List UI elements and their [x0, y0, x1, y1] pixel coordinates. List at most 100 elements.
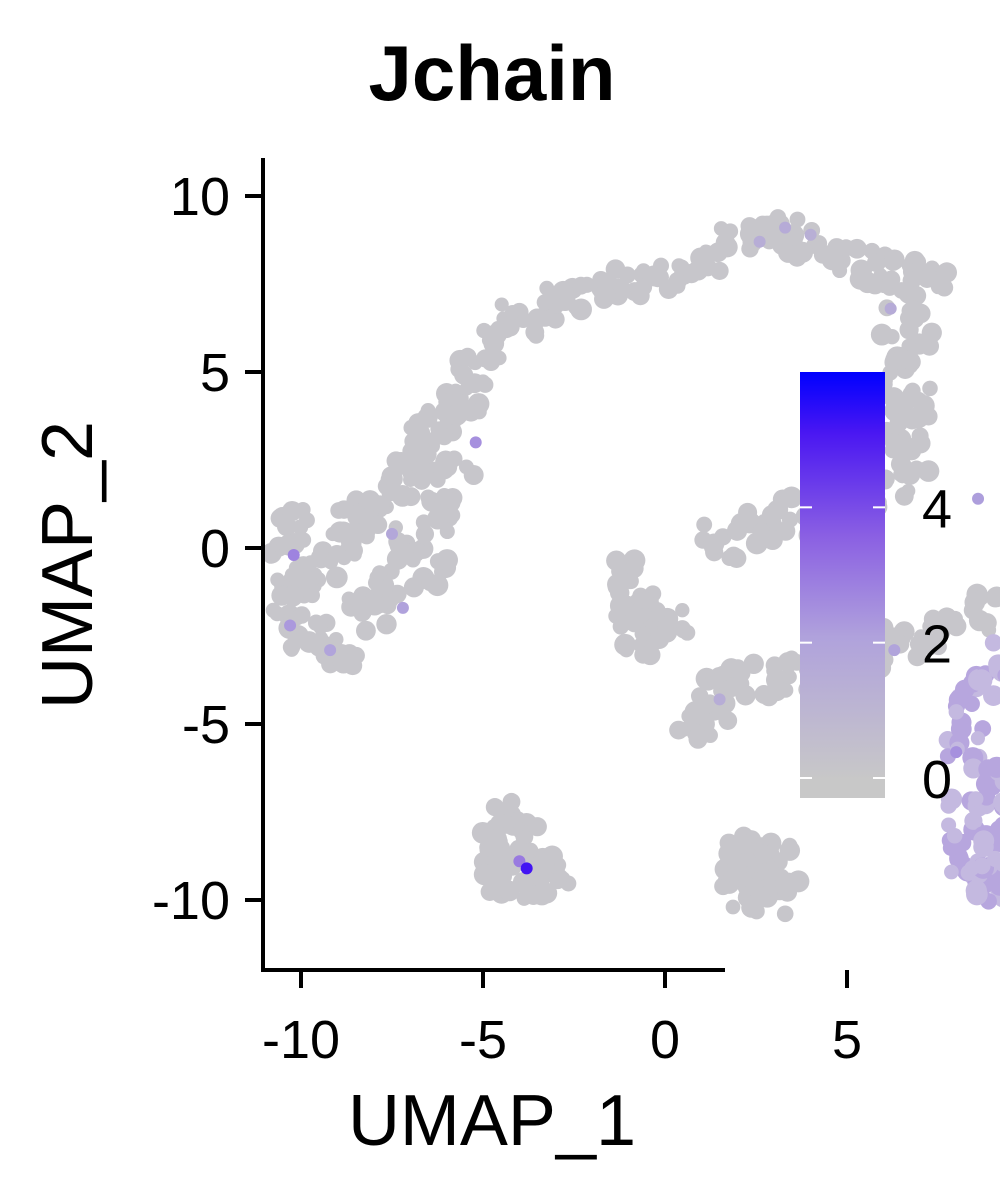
cell-point — [935, 278, 954, 297]
expressing-cell-point — [804, 228, 817, 241]
cell-point — [494, 297, 509, 312]
cell-point — [397, 460, 412, 475]
cell-point — [702, 727, 718, 744]
cell-point — [944, 864, 959, 880]
cell-point — [973, 857, 991, 875]
colorbar-tick-label: 2 — [922, 615, 952, 675]
cell-point — [997, 669, 1000, 682]
cell-point — [651, 268, 669, 286]
cell-point — [527, 817, 547, 837]
cell-point — [765, 679, 788, 702]
cell-point — [940, 788, 963, 810]
cell-point — [607, 578, 625, 596]
expressing-cell-point — [950, 746, 963, 759]
cell-point — [435, 427, 453, 446]
cell-point — [722, 223, 739, 240]
expressing-cell-point — [888, 644, 901, 657]
cell-point — [408, 413, 429, 434]
cell-point — [552, 869, 569, 885]
cell-point — [899, 349, 920, 370]
cell-point — [309, 638, 326, 654]
cell-point — [325, 566, 348, 589]
cell-point — [922, 380, 938, 397]
cell-point — [865, 275, 885, 295]
expressing-cell-point — [753, 235, 766, 248]
colorbar-gradient — [800, 372, 885, 780]
cell-point — [721, 677, 741, 698]
cell-point — [725, 899, 741, 915]
cell-point — [942, 839, 959, 856]
expressing-cell-point — [779, 221, 792, 234]
cell-point — [986, 590, 1000, 608]
cell-point — [639, 644, 661, 666]
cell-point — [902, 271, 922, 290]
cell-point — [491, 868, 508, 885]
cell-point — [681, 708, 697, 724]
cell-point — [993, 792, 1000, 813]
cluster-left-arm — [261, 270, 617, 676]
cell-point — [355, 620, 376, 641]
cell-point — [606, 550, 627, 571]
cell-point — [358, 528, 375, 545]
cell-point — [421, 573, 439, 592]
highlighted-cells — [284, 221, 985, 875]
cell-point — [295, 532, 312, 548]
cell-point — [761, 505, 782, 525]
cell-point — [964, 591, 986, 613]
colorbar: 0 2 4 — [800, 372, 952, 810]
cell-point — [884, 433, 903, 452]
cell-point — [637, 592, 654, 610]
cell-point — [427, 508, 449, 530]
x-tick-label: 5 — [832, 1010, 862, 1070]
expressing-cell-point — [287, 549, 300, 562]
expressing-cell-point — [469, 436, 482, 449]
cell-point — [549, 298, 565, 314]
cell-point — [911, 303, 931, 324]
cell-point — [686, 723, 706, 743]
cell-point — [381, 483, 400, 502]
cell-point — [592, 270, 610, 289]
cell-point — [780, 668, 796, 685]
cell-point — [353, 602, 372, 622]
cell-point — [381, 466, 401, 486]
cell-point — [785, 243, 807, 265]
cell-point — [446, 404, 468, 426]
cell-point — [710, 261, 729, 280]
cell-point — [476, 349, 495, 368]
cell-point — [626, 618, 641, 633]
cell-point — [614, 633, 636, 656]
cluster-bottom-left-cluster — [471, 792, 577, 906]
cell-point — [646, 604, 665, 623]
cell-point — [983, 685, 1000, 706]
cell-point — [445, 450, 463, 468]
cell-point — [789, 211, 806, 228]
cell-point — [325, 526, 340, 542]
cell-point — [347, 646, 365, 665]
cell-point — [699, 698, 715, 714]
cell-point — [359, 490, 381, 511]
cell-point — [649, 628, 670, 650]
cell-point — [288, 560, 304, 575]
cell-point — [536, 294, 553, 311]
cell-point — [675, 603, 690, 618]
cell-point — [376, 614, 397, 635]
colorbar-tick-label: 0 — [922, 750, 952, 810]
cell-point — [941, 817, 957, 833]
cell-point — [748, 218, 770, 241]
cell-point — [696, 516, 713, 533]
x-axis-ticks: -10 -5 0 5 10 — [262, 970, 1000, 1070]
cell-point — [527, 327, 545, 344]
cell-point — [429, 553, 447, 570]
cell-point — [753, 844, 772, 864]
cell-point — [490, 801, 508, 819]
cell-point — [298, 571, 317, 590]
cell-point — [527, 308, 547, 328]
cell-point — [910, 433, 931, 454]
cell-point — [673, 259, 690, 276]
cell-point — [965, 879, 987, 902]
cell-point — [536, 882, 558, 904]
cell-point — [776, 905, 794, 923]
cell-point — [986, 756, 1000, 778]
cell-point — [273, 586, 292, 605]
cell-point — [570, 298, 592, 321]
